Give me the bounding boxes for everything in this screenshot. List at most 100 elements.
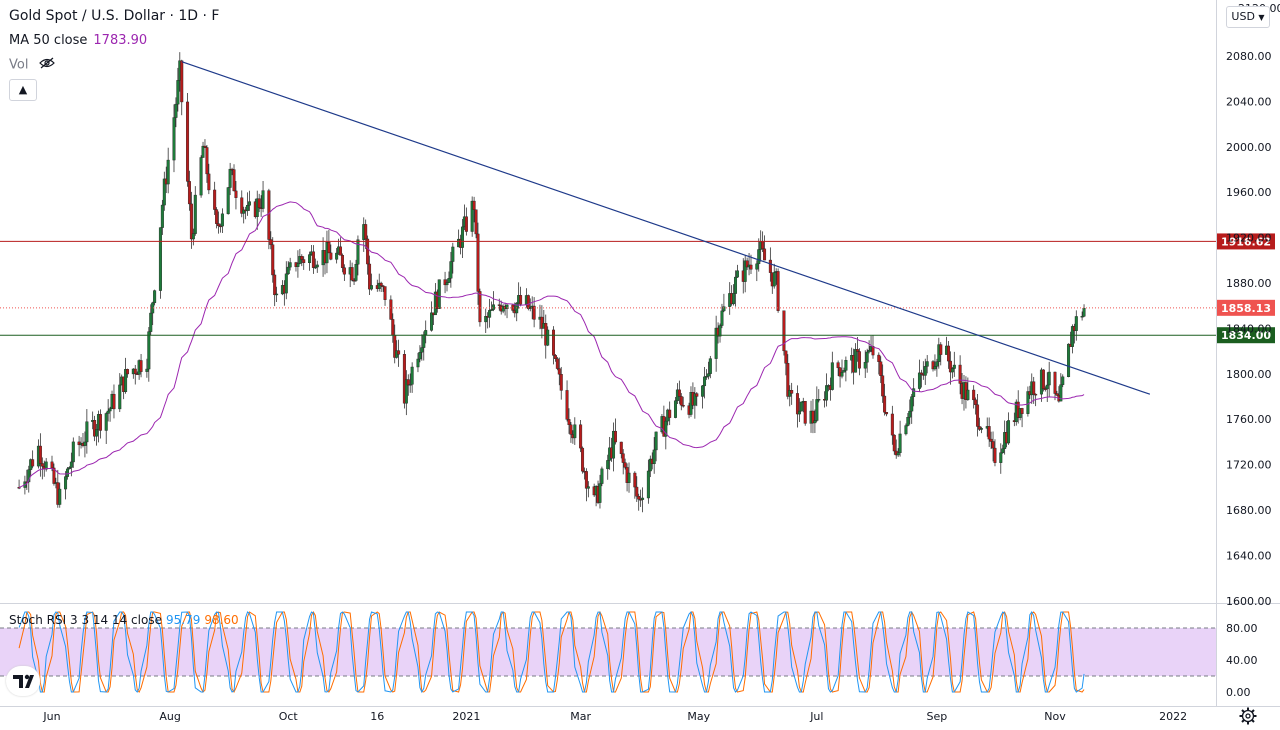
stoch-k-line bbox=[18, 611, 1085, 694]
candle-body bbox=[288, 262, 292, 268]
time-tick-5: Mar bbox=[570, 710, 591, 723]
chevron-up-icon: ▲ bbox=[18, 83, 28, 96]
candle-body bbox=[815, 399, 819, 421]
candle-body bbox=[976, 404, 980, 427]
candle-body bbox=[449, 261, 453, 279]
candle-body bbox=[418, 352, 422, 360]
candle-body bbox=[226, 187, 230, 215]
candle-body bbox=[474, 209, 478, 235]
candle-body bbox=[340, 254, 344, 268]
candle-body bbox=[1034, 393, 1038, 396]
candle-body bbox=[350, 267, 354, 281]
candle-body bbox=[768, 259, 772, 273]
last-price-tag bbox=[1217, 299, 1275, 316]
candle-body bbox=[416, 358, 420, 368]
chart-title[interactable]: Gold Spot / U.S. Dollar · 1D · F bbox=[9, 8, 220, 24]
candle-body bbox=[124, 369, 128, 393]
candle-body bbox=[972, 389, 976, 401]
candle-body bbox=[526, 295, 530, 309]
level-label-0: 1916.62 bbox=[1221, 235, 1271, 248]
candle-body bbox=[948, 360, 952, 373]
candle-body bbox=[877, 354, 881, 362]
chevron-down-icon: ▼ bbox=[1258, 13, 1265, 22]
candle-body bbox=[335, 252, 339, 260]
candle-body bbox=[404, 379, 408, 404]
candle-body bbox=[883, 395, 887, 413]
candle-body bbox=[484, 316, 488, 323]
candle-body bbox=[1080, 315, 1084, 318]
candle-body bbox=[977, 426, 981, 430]
candle-body bbox=[451, 246, 455, 262]
candle-body bbox=[234, 190, 238, 198]
candle-body bbox=[470, 200, 474, 232]
candle-body bbox=[118, 384, 122, 410]
candle-body bbox=[95, 429, 99, 437]
candle-body bbox=[881, 375, 885, 397]
stoch-tick-1: 40.00 bbox=[1226, 654, 1258, 667]
candle-body bbox=[460, 226, 464, 248]
collapse-legend-button[interactable]: ▲ bbox=[9, 79, 37, 101]
candle-body bbox=[952, 364, 956, 369]
candle-body bbox=[917, 372, 921, 389]
price-tick-5: 1880.00 bbox=[1226, 277, 1272, 290]
stoch-legend[interactable]: Stoch RSI 3 3 14 14 close 95.79 98.60 bbox=[9, 613, 239, 627]
candle-body bbox=[339, 246, 343, 256]
candle-body bbox=[443, 279, 447, 286]
candle-body bbox=[83, 441, 87, 446]
candle-body bbox=[1001, 448, 1005, 453]
candle-body bbox=[931, 361, 935, 370]
time-tick-2: Oct bbox=[279, 710, 299, 723]
time-tick-8: Sep bbox=[927, 710, 948, 723]
candle-body bbox=[408, 384, 412, 386]
candle-body bbox=[162, 178, 166, 206]
stoch-d-value: 98.60 bbox=[204, 613, 239, 627]
candle-body bbox=[1032, 381, 1036, 395]
currency-dropdown[interactable]: USD ▼ bbox=[1226, 6, 1270, 28]
candle-body bbox=[50, 461, 54, 469]
candle-body bbox=[532, 305, 536, 320]
candle-body bbox=[519, 295, 523, 305]
candle-body bbox=[947, 345, 951, 362]
stoch-rsi-lines bbox=[18, 610, 1085, 694]
candle-body bbox=[912, 388, 916, 397]
candle-body bbox=[991, 441, 995, 449]
vol-legend[interactable]: Vol bbox=[9, 57, 55, 73]
candle-body bbox=[327, 242, 331, 254]
candle-body bbox=[464, 216, 468, 232]
candle-body bbox=[732, 293, 736, 305]
price-tick-0: 2080.00 bbox=[1226, 50, 1272, 63]
candle-body bbox=[838, 367, 842, 377]
candle-body bbox=[782, 310, 786, 352]
candle-body bbox=[133, 368, 137, 374]
candle-body bbox=[621, 453, 625, 463]
ma-legend[interactable]: MA 50 close 1783.90 bbox=[9, 33, 147, 48]
eye-hidden-icon[interactable] bbox=[38, 57, 55, 73]
candle-body bbox=[797, 410, 801, 415]
candle-body bbox=[579, 424, 583, 449]
candle-body bbox=[966, 389, 970, 400]
candle-body bbox=[795, 393, 799, 415]
candle-body bbox=[708, 358, 712, 374]
candle-body bbox=[228, 168, 232, 188]
candle-body bbox=[906, 417, 910, 426]
candle-body bbox=[44, 461, 48, 470]
candle-body bbox=[857, 351, 861, 369]
candle-body bbox=[836, 362, 840, 369]
main-pane[interactable] bbox=[0, 0, 1216, 603]
candle-body bbox=[693, 393, 697, 406]
candle-body bbox=[559, 374, 563, 391]
gear-icon[interactable] bbox=[1238, 706, 1258, 726]
candle-body bbox=[958, 364, 962, 384]
candle-body bbox=[172, 117, 176, 161]
candle-body bbox=[718, 325, 722, 337]
candle-body bbox=[52, 467, 56, 484]
candle-body bbox=[565, 390, 569, 420]
candle-body bbox=[892, 434, 896, 452]
tradingview-logo[interactable] bbox=[6, 666, 40, 696]
candle-body bbox=[720, 310, 724, 326]
time-tick-1: Aug bbox=[159, 710, 180, 723]
ma-label: MA 50 close bbox=[9, 33, 88, 48]
candle-body bbox=[315, 264, 319, 268]
candle-body bbox=[300, 256, 304, 260]
